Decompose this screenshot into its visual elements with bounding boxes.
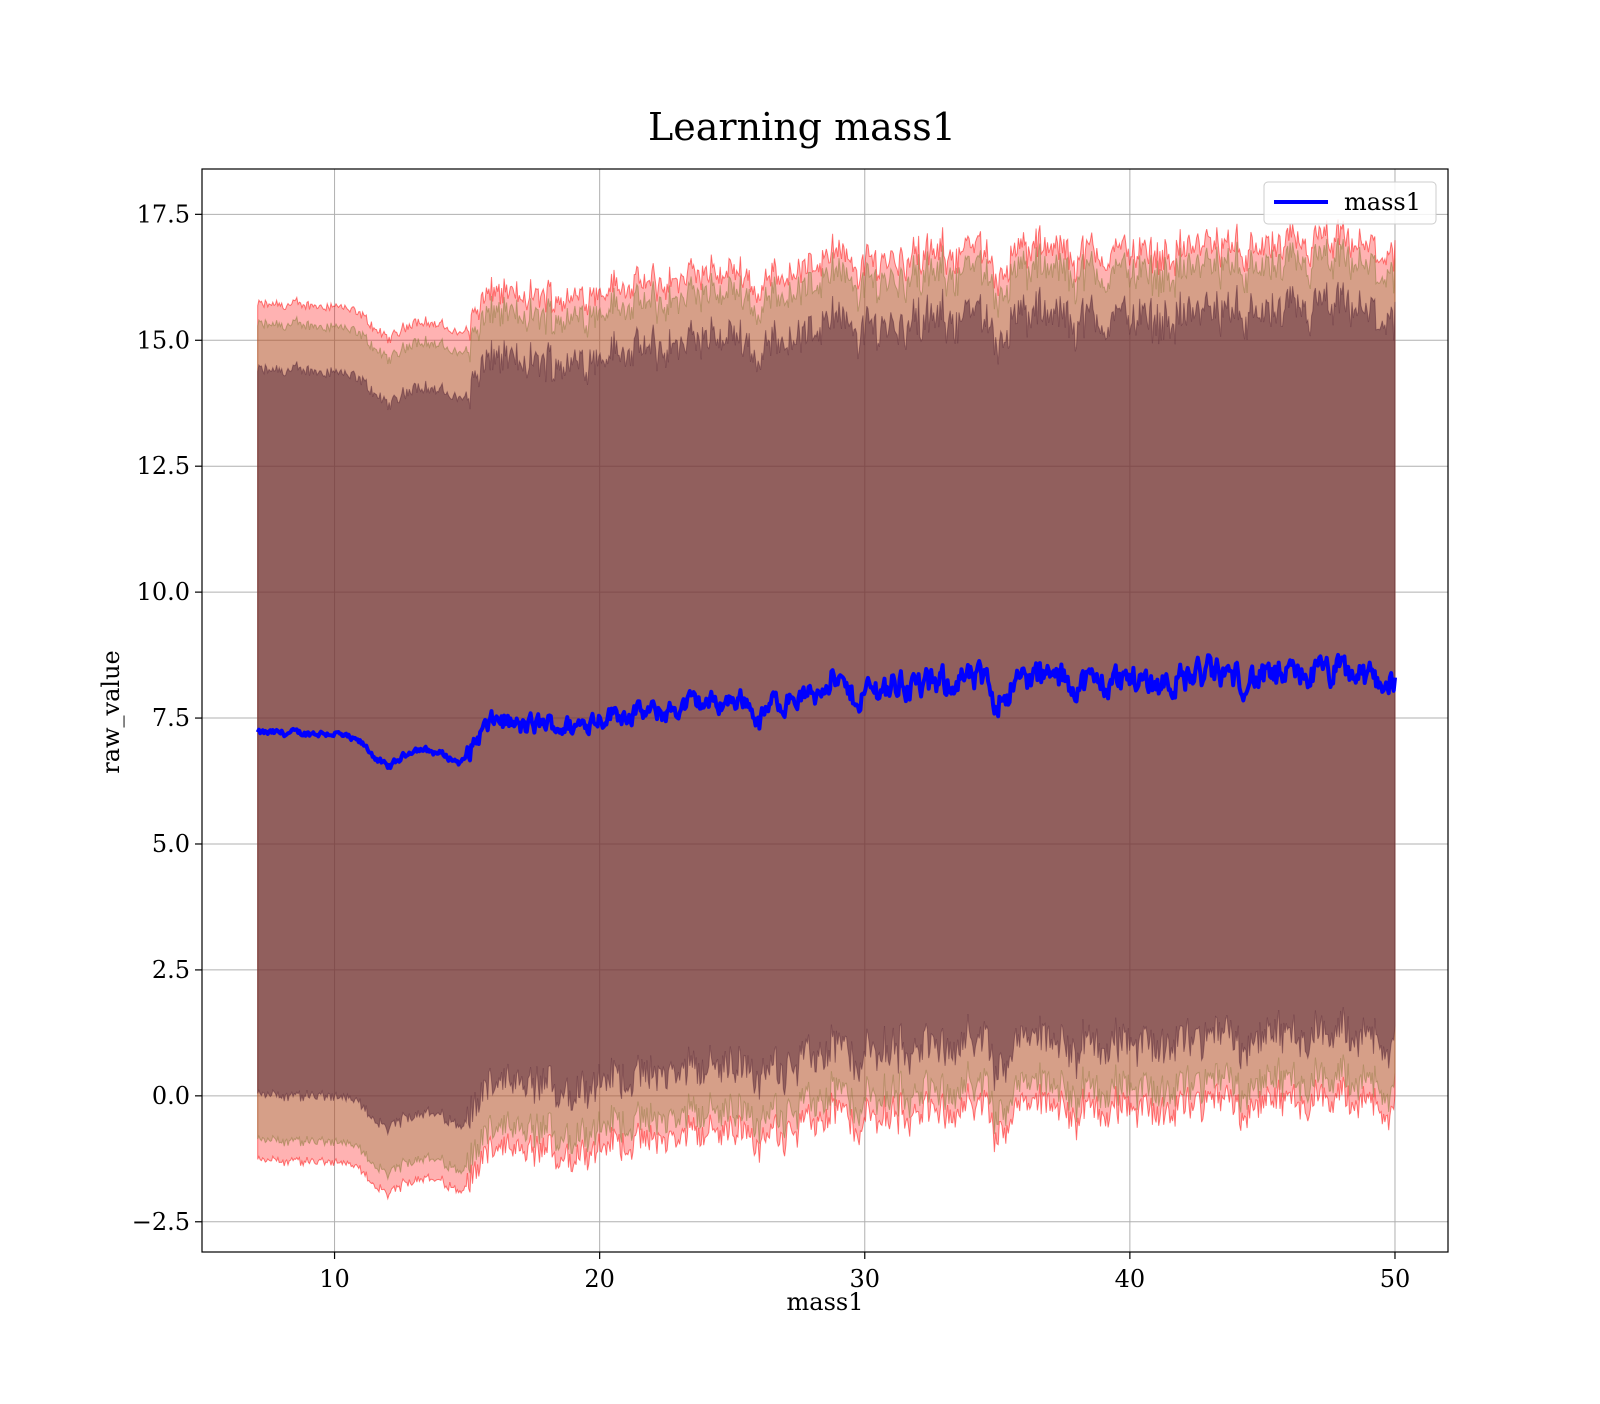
- y-tick-label: 2.5: [152, 956, 190, 984]
- legend: mass1: [1263, 181, 1437, 225]
- chart-title: Learning mass1: [648, 105, 956, 149]
- y-tick-label: −2.5: [132, 1208, 190, 1236]
- x-tick-label: 30: [849, 1265, 880, 1293]
- y-tick-label: 17.5: [137, 200, 190, 228]
- y-tick-label: 15.0: [137, 326, 190, 354]
- y-tick-label: 7.5: [152, 704, 190, 732]
- legend-box: [1263, 181, 1437, 225]
- y-tick-label: 10.0: [137, 578, 190, 606]
- series-line-mass1: [255, 652, 1397, 770]
- x-tick-label: 40: [1115, 1265, 1146, 1293]
- y-axis-label: raw_value: [97, 650, 125, 774]
- x-tick-label: 50: [1380, 1265, 1411, 1293]
- x-axis-label: mass1: [787, 1288, 864, 1316]
- y-axis: −2.5 0.0 2.5 5.0 7.5 10.0 12.5 15.0 17.5: [132, 200, 202, 1236]
- y-tick-label: 5.0: [152, 830, 190, 858]
- y-tick-label: 12.5: [137, 452, 190, 480]
- line-layer: [255, 652, 1397, 770]
- x-tick-label: 20: [584, 1265, 615, 1293]
- legend-label-mass1: mass1: [1344, 188, 1421, 216]
- plot-frame: [201, 168, 1449, 1253]
- band-1-sigma: [257, 281, 1396, 1137]
- x-axis: 10 20 30 40 50: [319, 1252, 1410, 1293]
- x-tick-label: 10: [319, 1265, 350, 1293]
- band-layer: [257, 219, 1396, 1201]
- y-tick-label: 0.0: [152, 1082, 190, 1110]
